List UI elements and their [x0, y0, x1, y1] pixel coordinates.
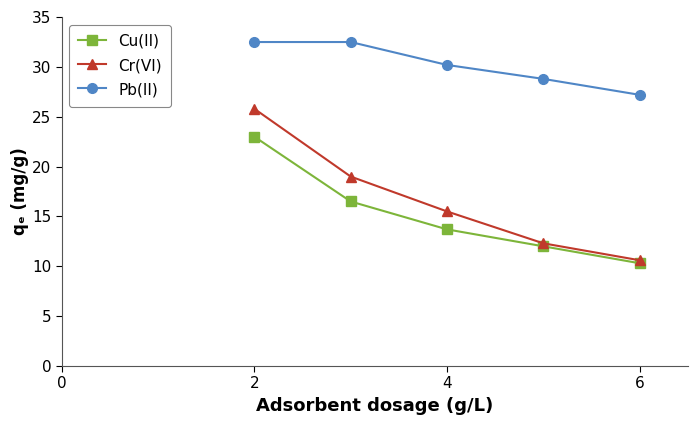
Legend: Cu(II), Cr(VI), Pb(II): Cu(II), Cr(VI), Pb(II): [69, 25, 171, 106]
Pb(II): [539, 76, 547, 81]
Line: Cu(II): Cu(II): [250, 132, 644, 268]
Cu(II): [635, 261, 644, 266]
Pb(II): [443, 62, 452, 67]
Cu(II): [347, 199, 355, 204]
Cr(VI): [347, 174, 355, 179]
Line: Pb(II): Pb(II): [250, 37, 644, 100]
X-axis label: Adsorbent dosage (g/L): Adsorbent dosage (g/L): [256, 397, 493, 415]
Cu(II): [443, 227, 452, 232]
Cr(VI): [539, 241, 547, 246]
Cu(II): [250, 134, 259, 139]
Pb(II): [347, 40, 355, 45]
Line: Cr(VI): Cr(VI): [250, 104, 644, 265]
Pb(II): [250, 40, 259, 45]
Cr(VI): [443, 209, 452, 214]
Cu(II): [539, 244, 547, 249]
Cr(VI): [635, 258, 644, 263]
Cr(VI): [250, 106, 259, 111]
Pb(II): [635, 92, 644, 98]
Y-axis label: qₑ (mg/g): qₑ (mg/g): [11, 148, 29, 236]
